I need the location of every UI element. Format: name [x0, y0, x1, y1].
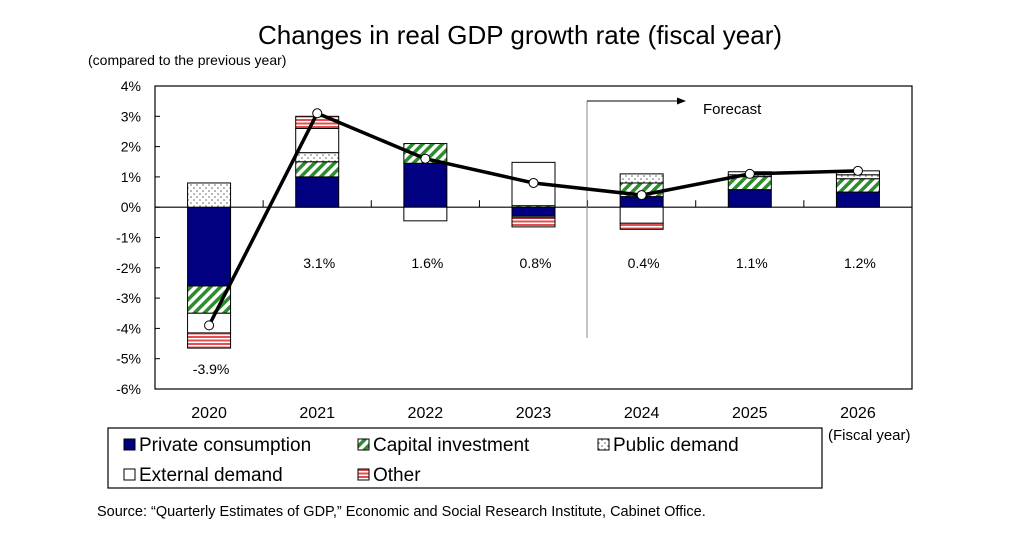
legend-swatch-public-demand	[597, 438, 610, 451]
bar-external-demand-2022	[403, 206, 448, 222]
chart-title: Changes in real GDP growth rate (fiscal …	[258, 20, 782, 50]
bar-public-demand-2021	[295, 152, 340, 163]
total-point-2023	[528, 177, 539, 188]
plot-area	[154, 85, 913, 390]
x-label-2024: 2024	[624, 405, 660, 422]
y-tick-label: -6%	[116, 381, 141, 397]
x-label-2020: 2020	[191, 405, 227, 422]
legend-label: Capital investment	[373, 435, 530, 456]
chart-subtitle: (compared to the previous year)	[88, 52, 286, 68]
bar-other-2023	[511, 217, 556, 228]
legend-swatch-capital-investment	[357, 438, 370, 451]
y-tick-label: 0%	[121, 199, 141, 215]
y-tick-label: -4%	[116, 320, 141, 336]
legend-label: Public demand	[613, 435, 739, 456]
legend-swatch-external-demand	[123, 468, 136, 481]
bar-public-demand-2024	[619, 173, 664, 184]
bar-external-demand-2021	[295, 127, 340, 154]
bar-public-demand-2020	[187, 182, 232, 208]
total-point-2021	[312, 108, 323, 119]
legend: Private consumption Capital investment Pub…	[107, 427, 823, 489]
total-point-2024	[636, 190, 647, 201]
x-label-2021: 2021	[299, 405, 335, 422]
forecast-label: Forecast	[703, 101, 762, 118]
bar-private-consumption-2021	[295, 176, 340, 208]
y-tick-label: 4%	[121, 78, 141, 94]
x-axis-label: (Fiscal year)	[828, 427, 911, 444]
bar-private-consumption-2026	[835, 191, 880, 208]
y-tick-label: 1%	[121, 169, 141, 185]
total-point-2026	[852, 165, 863, 176]
total-point-2020	[204, 320, 215, 331]
total-label-2023: 0.8%	[520, 255, 552, 271]
legend-label: Other	[373, 465, 421, 486]
y-tick-label: 3%	[121, 108, 141, 124]
y-tick-label: -1%	[116, 230, 141, 246]
forecast-marker: Forecast	[586, 97, 762, 338]
bar-capital-investment-2021	[295, 161, 340, 178]
bar-other-2024	[619, 222, 664, 230]
total-point-2022	[420, 153, 431, 164]
total-label-2026: 1.2%	[844, 255, 876, 271]
total-label-2024: 0.4%	[628, 255, 660, 271]
legend-swatch-other	[357, 468, 370, 481]
legend-swatch-private-consumption	[123, 438, 136, 451]
legend-label: Private consumption	[139, 435, 311, 456]
total-label-2021: 3.1%	[303, 255, 335, 271]
bar-private-consumption-2025	[727, 189, 772, 208]
x-label-2022: 2022	[408, 405, 444, 422]
x-label-2026: 2026	[840, 405, 876, 422]
total-point-2025	[744, 168, 755, 179]
y-tick-label: -3%	[116, 290, 141, 306]
y-tick-label: -2%	[116, 260, 141, 276]
bar-other-2020	[187, 332, 232, 349]
x-label-2025: 2025	[732, 405, 768, 422]
x-label-2023: 2023	[516, 405, 552, 422]
source-note: Source: “Quarterly Estimates of GDP,” Ec…	[97, 504, 706, 520]
legend-label: External demand	[139, 465, 283, 486]
y-tick-label: 2%	[121, 139, 141, 155]
bar-external-demand-2024	[619, 206, 664, 224]
y-tick-label: -5%	[116, 351, 141, 367]
total-label-2025: 1.1%	[736, 255, 768, 271]
bar-private-consumption-2020	[187, 206, 232, 287]
bar-private-consumption-2022	[403, 162, 448, 208]
total-label-2020: -3.9%	[193, 361, 230, 377]
total-label-2022: 1.6%	[411, 255, 443, 271]
bar-private-consumption-2023	[511, 206, 556, 217]
bar-capital-investment-2026	[835, 178, 880, 193]
